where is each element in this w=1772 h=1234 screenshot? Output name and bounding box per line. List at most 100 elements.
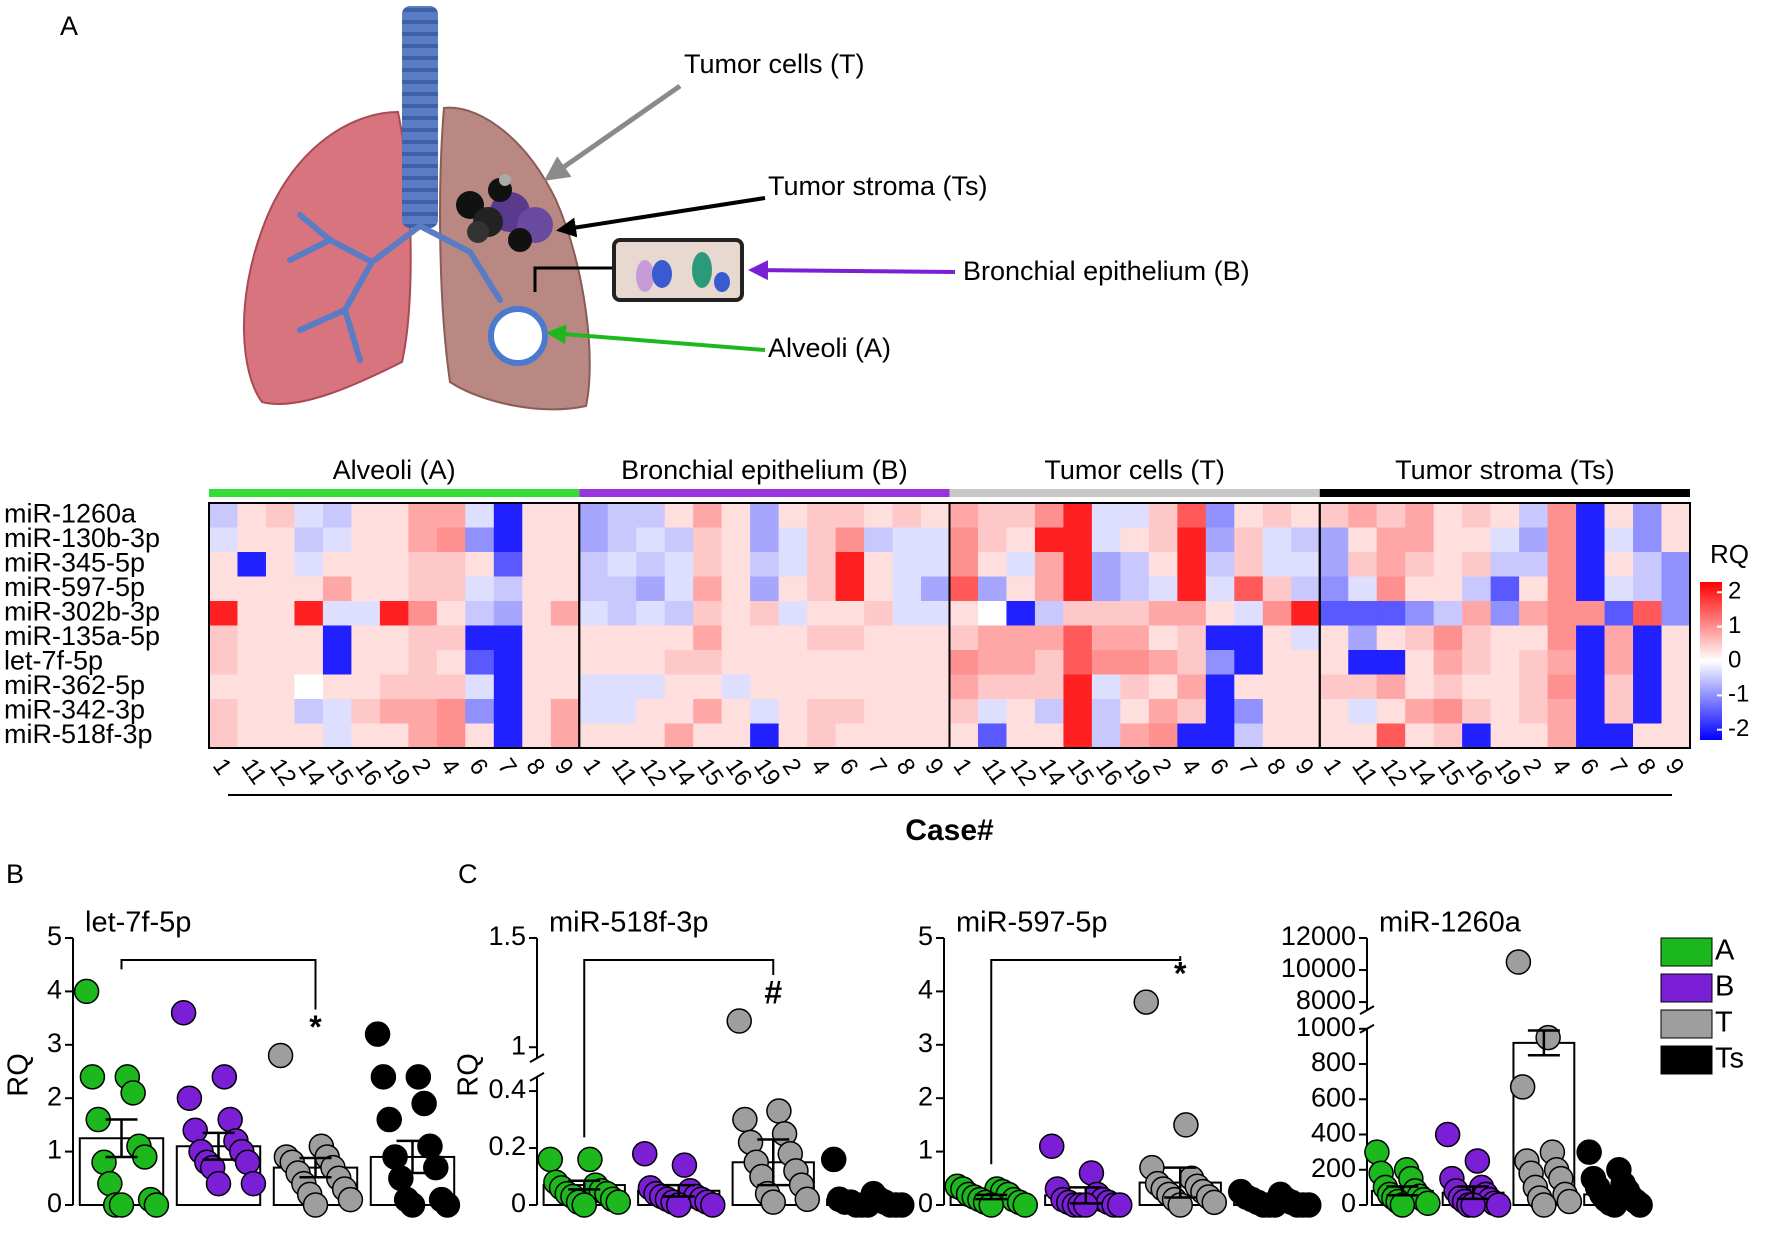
tumor [456,174,553,252]
heatmap-cell [693,576,723,602]
data-point [211,1064,238,1090]
x-tick-label: 4 [805,754,835,780]
heatmap-cell [550,625,580,651]
heatmap-cell [465,699,495,725]
axis-break [1359,1005,1375,1015]
heatmap-cell [693,503,723,529]
heatmap-cell [1462,527,1492,553]
heatmap-cell [1234,503,1264,529]
heatmap-cell [1319,527,1349,553]
group-bar [949,489,1320,497]
data-point [1576,1139,1602,1165]
y-tick-label: 8000 [1296,985,1356,1015]
x-tick-label: 4 [1546,754,1576,780]
row-label: miR-302b-3p [4,596,160,626]
heatmap-cell [579,601,609,627]
heatmap-cell [636,625,666,651]
heatmap-cell [750,576,780,602]
legend-label: B [1715,971,1734,1003]
heatmap-cell [1462,601,1492,627]
heatmap-cell [493,625,523,651]
heatmap-cell [209,527,239,553]
data-point [120,1080,146,1106]
heatmap-cell [1034,674,1065,700]
x-tick-label: 7 [492,754,522,780]
heatmap-cell [436,503,466,529]
data-point [605,1189,632,1215]
heatmap-cell [1433,527,1463,553]
heatmap-cell [1205,552,1235,578]
heatmap-cell [1633,552,1663,578]
heatmap-cell [607,527,637,553]
heatmap-cell [1091,503,1121,529]
heatmap-cell [379,601,409,627]
heatmap-cell [322,650,353,676]
heatmap-cell [1205,650,1235,676]
heatmap-cell [294,674,324,700]
heatmap-cell [1576,674,1606,700]
data-point [364,1021,391,1047]
x-tick-label: 1 [207,754,237,780]
group-bar [579,489,950,497]
data-point [671,1152,698,1178]
heatmap-cell [1319,723,1349,749]
heatmap-cell [265,699,296,725]
heatmap-cell [408,650,438,676]
heatmap-cell [664,650,694,676]
data-point [1627,1192,1653,1218]
heatmap-cell [1291,723,1321,749]
heatmap-cell [1633,625,1663,651]
heatmap-cell [1091,650,1121,676]
heatmap-cell [864,723,894,749]
heatmap-cell [1462,552,1492,578]
heatmap-cell [408,674,438,700]
y-tick-label: 5 [47,921,62,951]
heatmap-cell [921,650,951,676]
heatmap-cell [892,601,922,627]
heatmap-cell [1633,650,1663,676]
heatmap-cell [1319,674,1349,700]
data-point [1535,1024,1561,1051]
plot-title: miR-518f-3p [549,907,709,939]
heatmap-cell [237,625,267,651]
data-point [176,1085,203,1111]
significance-label: # [764,974,782,1010]
significance-bracket [583,959,775,1138]
y-tick-label: 1000 [1296,1012,1356,1042]
heatmap-cell [750,723,780,749]
heatmap-cell [636,650,666,676]
heatmap-cell [778,699,808,725]
heatmap-cell [1234,650,1264,676]
heatmap-cell [579,723,609,749]
heatmap-cell [1519,601,1549,627]
heatmap-cell [1034,723,1065,749]
heatmap-cell [379,625,409,651]
heatmap-cell [1177,527,1207,553]
heatmap-cell [1091,527,1121,553]
heatmap-cell [265,527,296,553]
heatmap-cell [1063,601,1093,627]
heatmap-cell [1177,503,1207,529]
data-point [388,1165,414,1192]
heatmap-cell [1376,650,1406,676]
y-tick-label: 200 [1311,1153,1356,1183]
heatmap-cell [949,601,979,627]
heatmap-cell [1291,527,1321,553]
heatmap-cell [1604,723,1634,749]
heatmap-cell [778,723,808,749]
heatmap-cell [493,699,523,725]
heatmap-cell [1576,576,1606,602]
heatmap-cell [1433,699,1463,725]
trachea [402,6,438,228]
heatmap-cell [807,625,837,651]
heatmap-cell [1348,552,1378,578]
heatmap-cell [408,527,438,553]
heatmap-cell [1319,650,1349,676]
heatmap-cell [664,503,694,529]
heatmap-cell [1405,723,1435,749]
heatmap-cell [579,503,609,529]
heatmap-cell [1547,576,1577,602]
data-point [240,1170,267,1197]
y-tick-label: 2 [918,1081,933,1111]
heatmap-cell [636,674,666,700]
